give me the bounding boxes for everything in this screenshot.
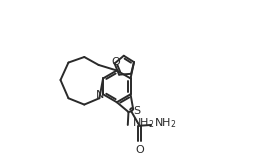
Text: N: N (95, 90, 104, 100)
Text: NH$_2$: NH$_2$ (154, 116, 176, 130)
Text: O: O (135, 145, 144, 155)
Text: S: S (133, 106, 140, 116)
Text: NH$_2$: NH$_2$ (132, 116, 155, 130)
Text: O: O (111, 57, 120, 67)
